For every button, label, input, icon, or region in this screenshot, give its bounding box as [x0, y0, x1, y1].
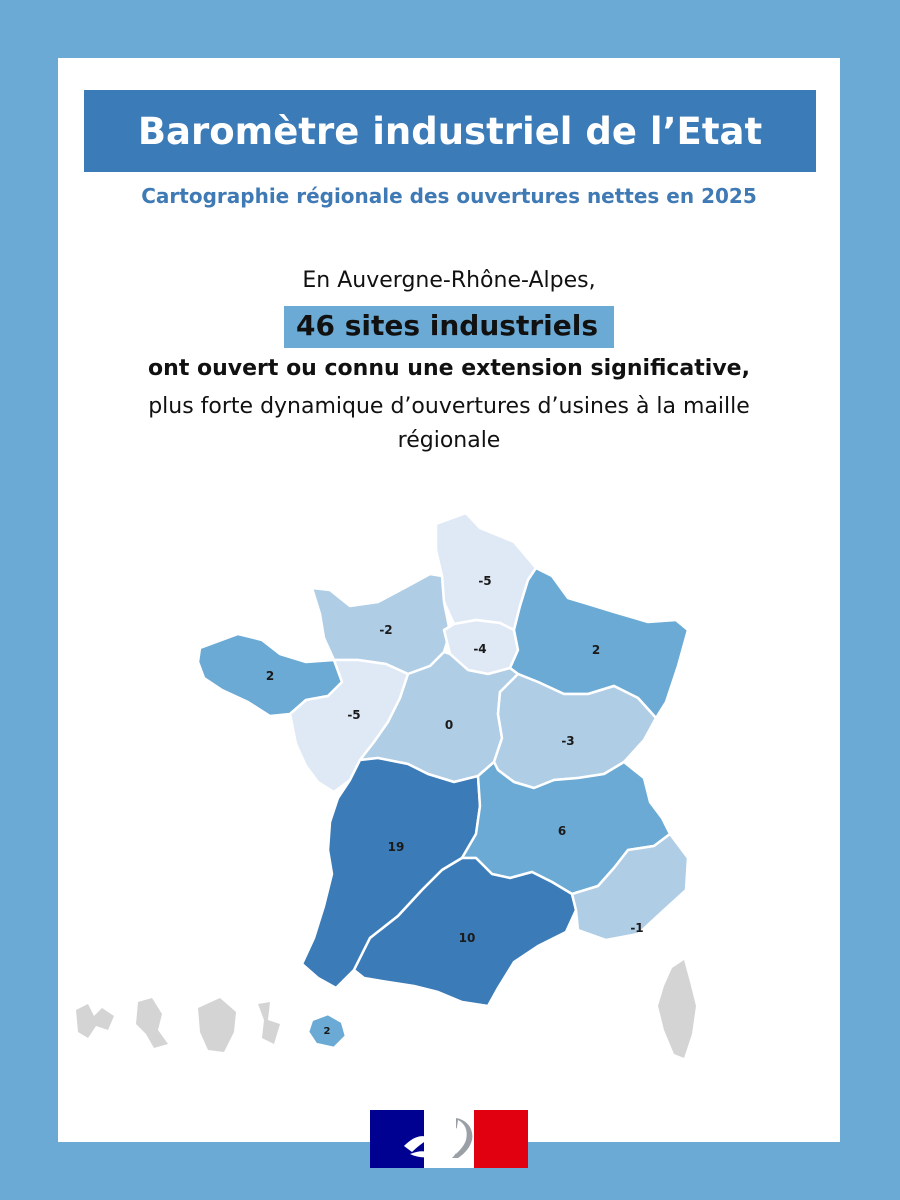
france-regions-map: -5 -2 -4 2 2 -5 0 -3 19 6 10 -1 2: [76, 511, 696, 1058]
page-subtitle: Cartographie régionale des ouvertures ne…: [141, 184, 757, 208]
territory-corse: [658, 960, 696, 1058]
marianne-logo: [370, 1110, 528, 1168]
territory-mayotte: [258, 1002, 280, 1044]
label-auvergne-rhone-alpes: 6: [558, 824, 566, 838]
label-bourgogne-franche-comte: -3: [561, 734, 574, 748]
opened-text: ont ouvert ou connu une extension signif…: [148, 356, 750, 381]
infographic-card: Baromètre industriel de l’Etat Cartograp…: [58, 58, 840, 1168]
label-centre-val-de-loire: 0: [445, 718, 453, 732]
region-paca[interactable]: [570, 832, 690, 942]
dynamic-text-line-1: plus forte dynamique d’ouvertures d’usin…: [148, 394, 750, 419]
region-occitanie[interactable]: [352, 856, 578, 1008]
region-la-reunion[interactable]: [306, 1012, 348, 1050]
highlight-sites-count: 46 sites industriels: [284, 306, 614, 348]
label-nouvelle-aquitaine: 19: [388, 840, 405, 854]
region-intro-text: En Auvergne-Rhône-Alpes,: [302, 268, 596, 293]
label-bretagne: 2: [266, 669, 274, 683]
territory-guyane: [198, 998, 236, 1052]
marianne-icon: [404, 1118, 473, 1158]
title-banner: Baromètre industriel de l’Etat: [84, 90, 816, 172]
label-occitanie: 10: [459, 931, 476, 945]
label-ile-de-france: -4: [473, 642, 486, 656]
label-hauts-de-france: -5: [478, 574, 491, 588]
page-title: Baromètre industriel de l’Etat: [137, 109, 763, 153]
label-la-reunion: 2: [324, 1026, 331, 1037]
label-normandie: -2: [379, 623, 392, 637]
dynamic-text-line-2: régionale: [397, 428, 501, 453]
territory-martinique: [136, 998, 168, 1048]
territory-guadeloupe: [76, 1004, 114, 1038]
label-pays-de-la-loire: -5: [347, 708, 360, 722]
label-grand-est: 2: [592, 643, 600, 657]
label-paca: -1: [630, 921, 643, 935]
